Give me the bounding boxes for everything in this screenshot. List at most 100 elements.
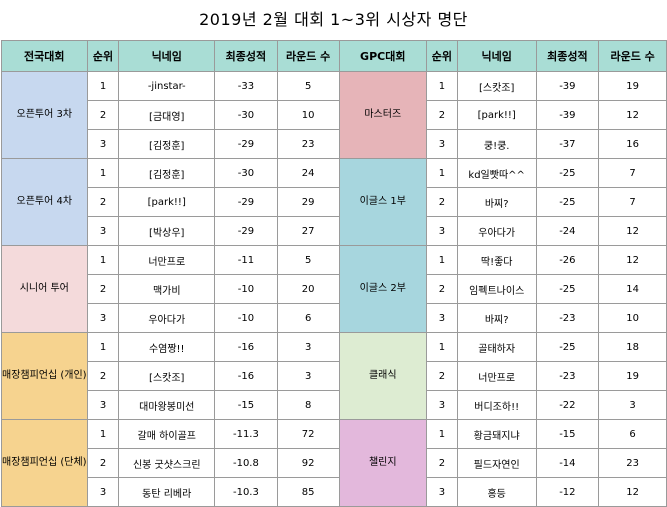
right-rounds-cell: 19 bbox=[598, 71, 667, 101]
right-rounds-cell: 10 bbox=[598, 303, 667, 333]
right-rank-cell: 2 bbox=[425, 448, 458, 478]
left-rounds-cell: 3 bbox=[276, 361, 340, 391]
right-nickname-cell: 황금돼지냐 bbox=[456, 419, 537, 449]
right-nickname-cell: 필드자연인 bbox=[456, 448, 537, 478]
right-nickname-cell: [park!!] bbox=[456, 100, 537, 130]
right-rank-cell: 3 bbox=[425, 216, 458, 246]
right-nickname-cell: 골태하자 bbox=[456, 332, 537, 362]
left-nickname-cell: 대마왕봉미선 bbox=[118, 390, 216, 420]
header-right-score: 최종성적 bbox=[535, 40, 600, 72]
right-score-cell: -15 bbox=[535, 419, 600, 449]
left-score-cell: -10.8 bbox=[214, 448, 278, 478]
table-row: 매장챔피언십 (단체) 1 갈매 하이골프 -11.3 72 챌린지 1 황금돼지냐 -15 6 bbox=[1, 419, 667, 507]
right-score-cell: -23 bbox=[535, 303, 600, 333]
right-group-cell: 마스터즈 bbox=[338, 71, 427, 159]
right-rank-cell: 2 bbox=[425, 274, 458, 304]
right-rounds-cell: 14 bbox=[598, 274, 667, 304]
right-score-cell: -26 bbox=[535, 245, 600, 275]
table-row: 2 신봉 굿샷스크린 -10.8 92 2 필드자연인 -14 23 bbox=[2, 448, 667, 478]
left-group-cell: 매장챔피언십 (개인) bbox=[1, 332, 88, 420]
right-rounds-cell: 16 bbox=[598, 129, 667, 159]
left-score-cell: -30 bbox=[214, 100, 278, 130]
right-score-cell: -12 bbox=[535, 477, 600, 507]
left-group-cell: 매장챔피언십 (단체) bbox=[1, 419, 88, 507]
left-score-cell: -10 bbox=[214, 303, 278, 333]
right-rounds-cell: 7 bbox=[598, 158, 667, 188]
left-nickname-cell: 동탄 리베라 bbox=[118, 477, 216, 507]
right-rounds-cell: 23 bbox=[598, 448, 667, 478]
left-rank-cell: 3 bbox=[86, 129, 120, 159]
left-rounds-cell: 27 bbox=[276, 216, 340, 246]
right-score-cell: -39 bbox=[535, 71, 600, 101]
right-nickname-cell: kd일빳따^^ bbox=[456, 158, 537, 188]
left-rank-cell: 2 bbox=[86, 361, 120, 391]
right-score-cell: -39 bbox=[535, 100, 600, 130]
right-nickname-cell: 바찌? bbox=[456, 303, 537, 333]
right-score-cell: -22 bbox=[535, 390, 600, 420]
left-rounds-cell: 3 bbox=[276, 332, 340, 362]
table-row: 오픈투어 3차 1 -jinstar- -33 5 마스터즈 1 [스캇조] -39 19 bbox=[1, 71, 667, 159]
left-nickname-cell: 너만프로 bbox=[118, 245, 216, 275]
right-rank-cell: 2 bbox=[425, 361, 458, 391]
header-left-competition: 전국대회 bbox=[1, 40, 88, 72]
left-rounds-cell: 8 bbox=[276, 390, 340, 420]
right-rank-cell: 1 bbox=[425, 158, 458, 188]
left-nickname-cell: 수염짱!! bbox=[118, 332, 216, 362]
left-score-cell: -15 bbox=[214, 390, 278, 420]
header-right-competition: GPC대회 bbox=[338, 40, 427, 72]
right-rounds-cell: 12 bbox=[598, 245, 667, 275]
right-score-cell: -25 bbox=[535, 332, 600, 362]
right-rounds-cell: 12 bbox=[598, 100, 667, 130]
table-body: 오픈투어 3차 1 -jinstar- -33 5 마스터즈 1 [스캇조] -39 19 2 [금대… bbox=[1, 71, 667, 507]
left-score-cell: -16 bbox=[214, 332, 278, 362]
right-score-cell: -25 bbox=[535, 158, 600, 188]
right-score-cell: -37 bbox=[535, 129, 600, 159]
right-score-cell: -25 bbox=[535, 187, 600, 217]
right-rank-cell: 2 bbox=[425, 187, 458, 217]
right-rank-cell: 3 bbox=[425, 477, 458, 507]
table-row: 오픈투어 4차 1 [김정훈] -30 24 이글스 1부 1 kd일빳따^^ -25 7 bbox=[1, 158, 667, 246]
right-rounds-cell: 7 bbox=[598, 187, 667, 217]
right-rank-cell: 3 bbox=[425, 129, 458, 159]
left-rank-cell: 2 bbox=[86, 100, 120, 130]
right-group-cell: 클래식 bbox=[338, 332, 427, 420]
right-rounds-cell: 12 bbox=[598, 216, 667, 246]
left-rank-cell: 3 bbox=[86, 303, 120, 333]
left-nickname-cell: [김정훈] bbox=[118, 129, 216, 159]
right-rank-cell: 3 bbox=[425, 303, 458, 333]
left-nickname-cell: 우아다가 bbox=[118, 303, 216, 333]
left-score-cell: -29 bbox=[214, 187, 278, 217]
left-score-cell: -33 bbox=[214, 71, 278, 101]
right-score-cell: -24 bbox=[535, 216, 600, 246]
table-row: 3 [김정훈] -29 23 3 쿵!쿵. -37 16 bbox=[2, 129, 667, 159]
left-rounds-cell: 10 bbox=[276, 100, 340, 130]
left-rank-cell: 3 bbox=[86, 477, 120, 507]
header-left-nickname: 닉네임 bbox=[118, 40, 216, 72]
table-row: 3 동탄 리베라 -10.3 85 3 홍등 -12 12 bbox=[2, 477, 667, 507]
left-rank-cell: 1 bbox=[86, 158, 120, 188]
left-nickname-cell: [금대영] bbox=[118, 100, 216, 130]
left-rounds-cell: 5 bbox=[276, 245, 340, 275]
right-rank-cell: 3 bbox=[425, 390, 458, 420]
right-nickname-cell: 쿵!쿵. bbox=[456, 129, 537, 159]
right-rank-cell: 2 bbox=[425, 100, 458, 130]
right-rank-cell: 1 bbox=[425, 332, 458, 362]
left-nickname-cell: [스캇조] bbox=[118, 361, 216, 391]
right-rounds-cell: 12 bbox=[598, 477, 667, 507]
left-score-cell: -30 bbox=[214, 158, 278, 188]
page-title: 2019년 2월 대회 1~3위 시상자 명단 bbox=[199, 10, 468, 29]
left-score-cell: -11 bbox=[214, 245, 278, 275]
table-row: 매장챔피언십 (개인) 1 수염짱!! -16 3 클래식 1 골태하자 -25 18 bbox=[1, 332, 667, 420]
left-rank-cell: 1 bbox=[86, 245, 120, 275]
right-nickname-cell: 바찌? bbox=[456, 187, 537, 217]
right-nickname-cell: 우아다가 bbox=[456, 216, 537, 246]
right-group-cell: 챌린지 bbox=[338, 419, 427, 507]
right-nickname-cell: 임펙트나이스 bbox=[456, 274, 537, 304]
right-score-cell: -23 bbox=[535, 361, 600, 391]
header-left-rank: 순위 bbox=[86, 40, 120, 72]
table-row: 2 [스캇조] -16 3 2 너만프로 -23 19 bbox=[2, 361, 667, 391]
left-rounds-cell: 23 bbox=[276, 129, 340, 159]
left-score-cell: -16 bbox=[214, 361, 278, 391]
right-nickname-cell: 딱!좋다 bbox=[456, 245, 537, 275]
left-nickname-cell: 갈매 하이골프 bbox=[118, 419, 216, 449]
